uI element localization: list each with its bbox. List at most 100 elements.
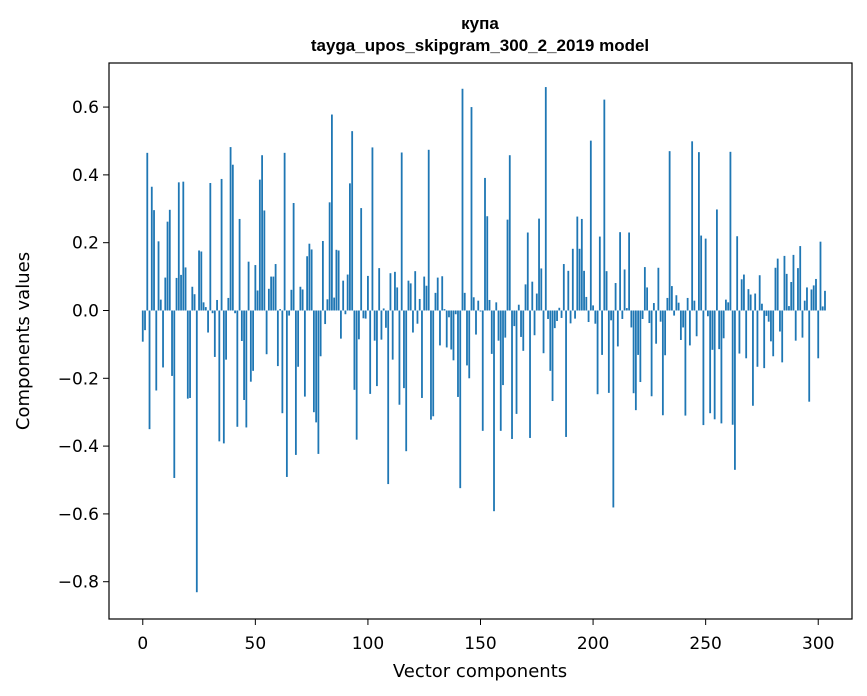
bar xyxy=(184,267,187,311)
bar xyxy=(312,310,315,413)
bar xyxy=(470,107,473,311)
bar xyxy=(477,300,480,311)
x-tick-label: 200 xyxy=(577,634,609,654)
x-tick-label: 300 xyxy=(802,634,834,654)
bar xyxy=(601,310,603,355)
bar xyxy=(488,299,491,311)
y-tick-label: −0.2 xyxy=(58,369,99,389)
bar xyxy=(213,310,216,357)
bar xyxy=(267,288,270,311)
bar xyxy=(616,310,619,347)
y-tick-label: 0.6 xyxy=(72,98,99,118)
bar xyxy=(405,310,408,452)
bar xyxy=(207,310,209,333)
bar xyxy=(288,310,291,316)
bar xyxy=(234,310,236,314)
bar xyxy=(218,310,221,442)
y-tick-label: 0.4 xyxy=(72,166,99,186)
bar xyxy=(693,300,696,311)
bar xyxy=(754,293,757,311)
bar xyxy=(770,310,772,342)
bar xyxy=(709,310,712,414)
bar xyxy=(454,310,457,315)
bar xyxy=(430,310,432,420)
bar xyxy=(558,307,561,311)
bar xyxy=(225,310,227,360)
bar xyxy=(466,310,468,366)
bar xyxy=(173,310,176,478)
bar xyxy=(792,254,795,311)
bar xyxy=(565,310,567,437)
bar xyxy=(349,183,351,311)
bar xyxy=(808,310,811,402)
bar xyxy=(425,285,428,311)
bar xyxy=(317,310,320,454)
bar xyxy=(468,310,471,379)
bar xyxy=(576,216,579,311)
bar xyxy=(691,141,694,311)
y-tick-label: 0.0 xyxy=(72,301,99,321)
bar xyxy=(765,310,768,316)
bar xyxy=(682,310,685,328)
bar xyxy=(189,310,191,398)
y-axis-label: Components values xyxy=(13,252,34,430)
bar xyxy=(504,310,507,338)
bar xyxy=(373,310,376,341)
bar xyxy=(743,274,745,311)
bar xyxy=(389,273,392,311)
bar xyxy=(245,310,248,428)
bar xyxy=(294,310,297,455)
bar xyxy=(675,295,678,311)
bar xyxy=(247,261,250,311)
bar xyxy=(774,267,777,311)
bar xyxy=(815,278,817,311)
x-tick-label: 0 xyxy=(137,634,148,654)
bar xyxy=(380,310,383,340)
bar xyxy=(553,310,556,329)
bar xyxy=(538,218,540,311)
bar xyxy=(326,299,329,311)
bar xyxy=(472,297,475,311)
bar xyxy=(772,310,775,357)
bar xyxy=(711,310,714,350)
bar xyxy=(745,310,748,359)
x-axis-ticks: 0 50 100 150 200 250 300 xyxy=(137,619,834,654)
bar xyxy=(369,310,372,394)
bar xyxy=(767,310,770,322)
bar xyxy=(333,297,336,311)
bar xyxy=(281,310,284,414)
bar xyxy=(634,310,637,411)
bar xyxy=(655,310,658,344)
bar xyxy=(520,310,522,337)
bar xyxy=(252,310,254,371)
bar xyxy=(540,268,543,311)
bar xyxy=(168,209,171,311)
bar xyxy=(191,286,194,311)
bar xyxy=(344,310,347,315)
bar xyxy=(220,178,223,311)
bar xyxy=(270,276,273,311)
bar xyxy=(610,310,612,321)
plot-frame xyxy=(108,62,853,620)
bar xyxy=(299,286,302,311)
bar xyxy=(200,251,203,311)
bar xyxy=(628,232,630,311)
bar xyxy=(702,310,705,426)
bar xyxy=(684,310,687,416)
bar xyxy=(583,270,585,311)
bar xyxy=(254,265,257,311)
x-tick-label: 150 xyxy=(464,634,496,654)
bar xyxy=(641,310,644,319)
bar xyxy=(794,310,797,341)
bar xyxy=(544,87,547,311)
bar xyxy=(502,310,504,386)
bar xyxy=(175,277,178,311)
bar xyxy=(547,310,549,319)
bar xyxy=(817,310,820,359)
bar xyxy=(290,289,293,311)
bar xyxy=(623,269,626,311)
bar xyxy=(650,310,653,397)
bar xyxy=(657,267,660,311)
bar xyxy=(810,289,813,311)
bar xyxy=(263,210,266,311)
